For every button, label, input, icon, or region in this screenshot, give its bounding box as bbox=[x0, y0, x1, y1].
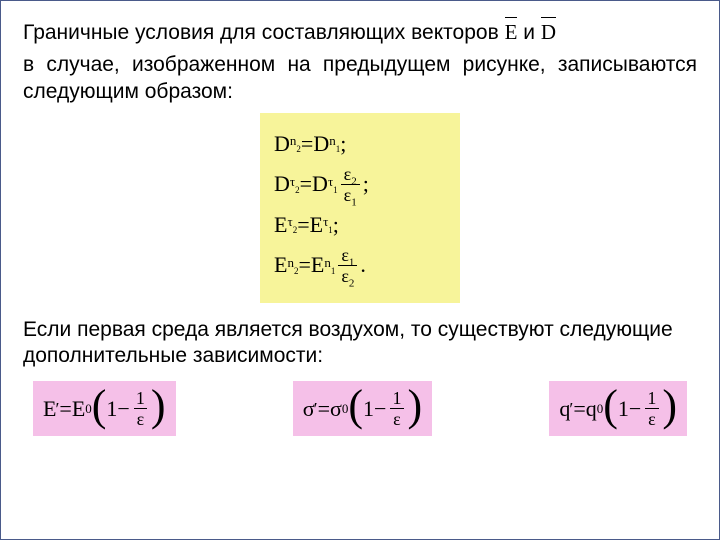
eq-Etau: Eτ2 = Eτ1 ; bbox=[274, 212, 446, 238]
paragraph-1: Граничные условия для составляющих векто… bbox=[23, 19, 697, 46]
para1-text-b: и bbox=[523, 21, 541, 44]
vector-D: D bbox=[541, 19, 556, 45]
eq-Eprime: E′ = E0 ( 1− 1ε ) bbox=[33, 381, 176, 436]
frac-eps2-eps1: ε2 ε1 bbox=[341, 165, 360, 204]
pink-equations-row: E′ = E0 ( 1− 1ε ) σ′ = σ0 ( 1− 1ε ) q′ =… bbox=[23, 381, 697, 436]
eq-qprime: q′ = q0 ( 1− 1ε ) bbox=[549, 381, 687, 436]
slide-frame: Граничные условия для составляющих векто… bbox=[0, 0, 720, 540]
paragraph-3: Если первая среда является воздухом, то … bbox=[23, 317, 697, 370]
vector-E: E bbox=[505, 19, 518, 45]
equations-yellow-box: Dn2 = Dn1 ; Dτ2 = Dτ1 ε2 ε1 ; Eτ2 = Eτ1 … bbox=[260, 113, 460, 303]
paragraph-2: в случае, изображенном на предыдущем рис… bbox=[23, 52, 697, 105]
eq-sigmaprime: σ′ = σ0 ( 1− 1ε ) bbox=[293, 381, 432, 436]
para1-text-a: Граничные условия для составляющих векто… bbox=[23, 21, 505, 44]
eq-Dn: Dn2 = Dn1 ; bbox=[274, 131, 446, 157]
eq-Dtau: Dτ2 = Dτ1 ε2 ε1 ; bbox=[274, 165, 446, 204]
eq-En: En2 = En1 ε1 ε2 . bbox=[274, 246, 446, 285]
frac-eps1-eps2: ε1 ε2 bbox=[338, 246, 357, 285]
